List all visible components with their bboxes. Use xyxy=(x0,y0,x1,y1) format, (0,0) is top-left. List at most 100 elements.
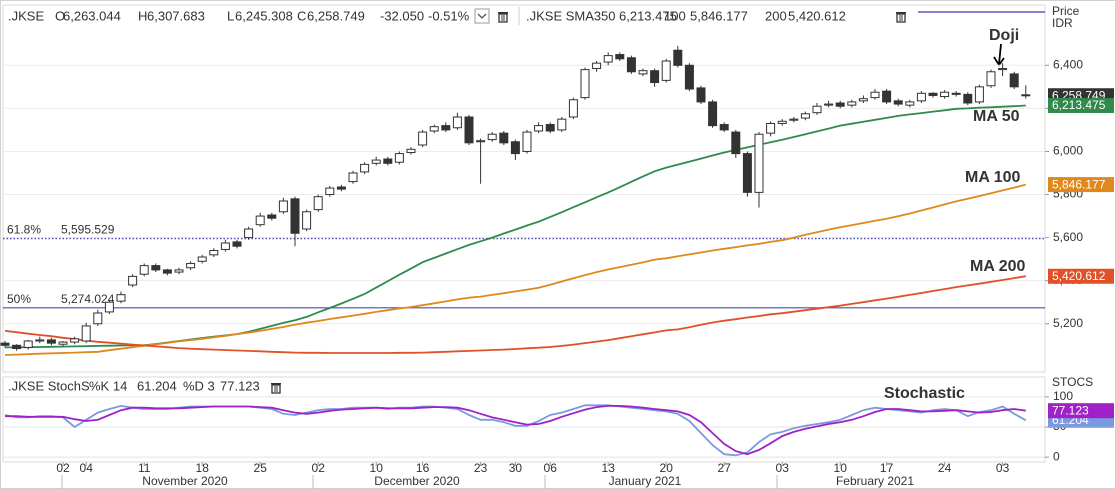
candle-body xyxy=(916,92,926,102)
candle-body xyxy=(789,118,799,121)
level-label: 50% xyxy=(7,292,31,306)
candle-body xyxy=(696,87,706,103)
candle-body xyxy=(336,186,346,190)
x-tick-label: 10 xyxy=(370,461,384,475)
candle-body xyxy=(255,215,265,226)
header-text: 6,263.044 xyxy=(63,8,121,23)
candle-body xyxy=(23,340,33,348)
stoch-header-text: 61.204 xyxy=(137,378,177,393)
header-text: L xyxy=(227,8,234,23)
candle-body xyxy=(766,122,776,134)
candle-body xyxy=(325,187,335,196)
delete-icon[interactable] xyxy=(896,12,906,23)
candle-body xyxy=(847,101,857,106)
candle-body xyxy=(615,54,625,60)
x-group-label: November 2020 xyxy=(142,474,228,488)
x-tick-label: 04 xyxy=(80,461,94,475)
y-tick-label: 5,600 xyxy=(1053,230,1083,244)
x-tick-label: 24 xyxy=(938,461,952,475)
ma-line xyxy=(4,183,1027,356)
candle-body xyxy=(348,172,358,183)
candle-body xyxy=(58,341,68,345)
dropdown-button[interactable] xyxy=(474,8,490,24)
candle-body xyxy=(974,86,984,103)
candle-body xyxy=(383,158,393,164)
y-tick-label: 6,400 xyxy=(1053,57,1083,71)
candle-body xyxy=(534,125,544,132)
header-text: -32.050 xyxy=(380,8,424,23)
candle-body xyxy=(998,68,1008,71)
candle-body xyxy=(800,113,810,119)
ma-value-label: 6,213.475 xyxy=(1052,98,1106,112)
x-tick-label: 03 xyxy=(776,461,790,475)
candle-body xyxy=(93,312,103,325)
candle-body xyxy=(580,69,590,99)
x-tick-label: 13 xyxy=(602,461,616,475)
candle-body xyxy=(1009,73,1019,88)
candle-body xyxy=(963,93,973,104)
candle-body xyxy=(360,163,370,173)
candle-body xyxy=(626,57,636,73)
candle-body xyxy=(742,153,752,193)
candle-body xyxy=(928,92,938,96)
stoch-header-text: 77.123 xyxy=(220,378,260,393)
level-value-label: 5,274.024 xyxy=(61,292,115,306)
candle-body xyxy=(209,250,219,256)
candle-body xyxy=(835,102,845,107)
y-tick-label: 0 xyxy=(1053,449,1060,463)
stoch-header-text: %D 3 xyxy=(183,378,215,393)
candle-body xyxy=(394,153,404,163)
candle-body xyxy=(406,148,416,154)
candle-body xyxy=(220,242,230,250)
stoch-value-label: 77.123 xyxy=(1052,403,1089,417)
candle-body xyxy=(232,241,242,247)
candle-body xyxy=(418,131,428,146)
candle-body xyxy=(441,125,451,131)
x-tick-label: 18 xyxy=(196,461,210,475)
y-tick-label: 100 xyxy=(1053,389,1073,403)
candle-body xyxy=(267,214,277,219)
delete-icon[interactable] xyxy=(271,383,281,394)
x-tick-label: 11 xyxy=(138,461,151,475)
candle-body xyxy=(244,228,254,239)
x-tick-label: 27 xyxy=(718,461,732,475)
candle-body xyxy=(719,124,729,131)
ma-value-label-box xyxy=(1048,268,1114,284)
x-tick-label: 02 xyxy=(312,461,326,475)
ma-annotation: MA 100 xyxy=(965,169,1021,186)
stoch-value-label-box xyxy=(1048,403,1114,419)
candle-body xyxy=(940,91,950,98)
candle-body xyxy=(893,100,903,105)
header-text: 100 xyxy=(664,8,686,23)
candle-body xyxy=(510,141,520,155)
candle-body xyxy=(951,92,961,95)
candle-body xyxy=(708,101,718,127)
delete-icon[interactable] xyxy=(498,12,508,23)
candle-body xyxy=(499,132,509,144)
price-panel xyxy=(2,4,1046,373)
candle-body xyxy=(197,256,207,262)
x-tick-label: 06 xyxy=(544,461,558,475)
header-text: C xyxy=(297,8,306,23)
candle-body xyxy=(638,70,648,75)
header-text: 6,213.475 xyxy=(619,8,677,23)
candle-body xyxy=(81,325,91,342)
level-label: 61.8% xyxy=(7,223,41,237)
candle-body xyxy=(476,140,486,143)
header-text: 5,420.612 xyxy=(788,8,846,23)
candle-body xyxy=(104,301,114,313)
candle-body xyxy=(313,196,323,211)
candle-body xyxy=(452,116,462,129)
y-axis-label: STOCS xyxy=(1052,375,1093,389)
candle-body xyxy=(0,342,10,346)
ma-annotation: MA 50 xyxy=(973,108,1020,125)
candle-body xyxy=(754,133,764,193)
stoch-title: Stochastic xyxy=(884,385,965,402)
stoch-header-text: %K 14 xyxy=(89,378,127,393)
stoch-line xyxy=(5,405,1026,456)
level-value-label: 5,595.529 xyxy=(61,223,115,237)
candle-body xyxy=(812,105,822,114)
y-tick-label: 6,000 xyxy=(1053,144,1083,158)
